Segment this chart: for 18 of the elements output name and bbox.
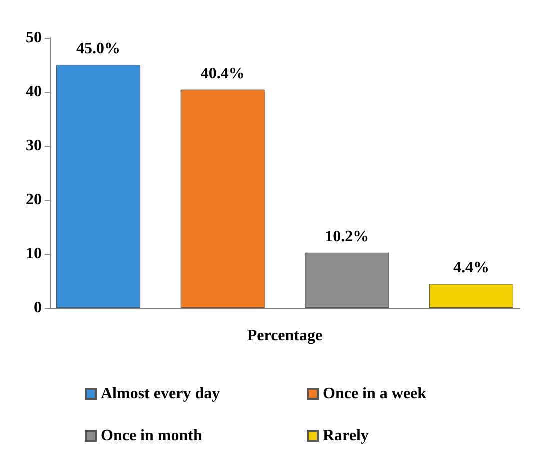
y-tick-label: 0 [34,300,42,316]
y-tick-label: 50 [26,30,42,46]
data-label: 4.4% [453,260,490,277]
bar [429,284,514,308]
y-tick-label: 10 [26,246,42,262]
y-tick-label: 20 [26,192,42,208]
data-label: 10.2% [325,228,370,246]
y-tick-label: 30 [26,138,42,154]
y-tick-label: 40 [26,84,42,100]
bar [56,65,141,308]
data-label: 45.0% [76,40,121,58]
bar [180,90,265,308]
x-tick-label: Percentage [247,328,323,344]
legend-label: Once in month [101,428,202,444]
legend-label: Rarely [323,428,369,444]
legend-label: Almost every day [101,386,220,402]
data-label: 40.4% [200,65,245,82]
legend-label: Once in a week [323,386,427,402]
